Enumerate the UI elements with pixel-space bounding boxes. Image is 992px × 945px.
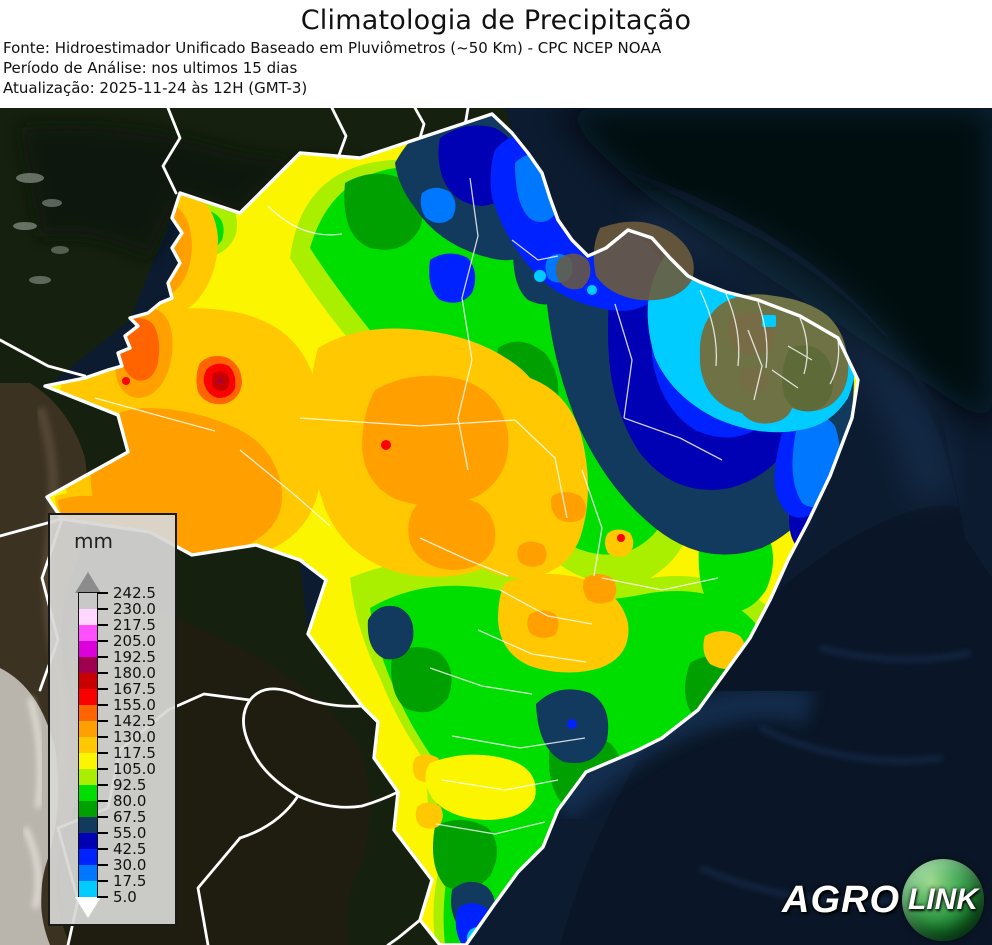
logo-text-link: LINK (908, 883, 978, 916)
legend-band (79, 689, 97, 705)
legend-tick-label: 17.5 (113, 872, 147, 890)
legend-tick (97, 896, 108, 898)
legend-band (79, 801, 97, 817)
legend-tick-label: 117.5 (113, 744, 156, 762)
legend-color-bands (78, 592, 98, 898)
legend-tick (97, 656, 108, 658)
legend-band (79, 609, 97, 625)
legend-band (79, 705, 97, 721)
legend-tick-label: 217.5 (113, 616, 156, 634)
legend-tick-label: 230.0 (113, 600, 156, 618)
legend-tick-label: 192.5 (113, 648, 156, 666)
legend-units-label: mm (74, 529, 113, 553)
page-title: Climatologia de Precipitação (300, 5, 692, 36)
legend-band (79, 833, 97, 849)
legend-tick (97, 816, 108, 818)
legend-band (79, 721, 97, 737)
legend-band (79, 865, 97, 881)
legend-tick-label: 30.0 (113, 856, 147, 874)
legend-tick (97, 736, 108, 738)
state-borders (94, 177, 840, 835)
brazil-border (43, 112, 860, 945)
header: Climatologia de Precipitação Fonte: Hidr… (0, 0, 992, 108)
legend-tick-label: 167.5 (113, 680, 156, 698)
legend-tick-label: 205.0 (113, 632, 156, 650)
legend-band (79, 769, 97, 785)
legend-tick (97, 688, 108, 690)
legend-tick (97, 800, 108, 802)
source-line: Fonte: Hidroestimador Unificado Baseado … (3, 39, 662, 57)
legend-band (79, 881, 97, 897)
legend-tick-label: 242.5 (113, 584, 156, 602)
legend-below-min-arrow (75, 897, 101, 918)
legend-tick (97, 720, 108, 722)
legend-tick (97, 880, 108, 882)
legend-tick-label: 142.5 (113, 712, 156, 730)
legend-band (79, 625, 97, 641)
legend-band (79, 753, 97, 769)
legend-tick-label: 80.0 (113, 792, 147, 810)
legend-band (79, 785, 97, 801)
colorbar-legend: mm 242.5 230.0 217.5 205.0 192.5 180.0 167.5 15… (48, 513, 177, 926)
legend-band (79, 817, 97, 833)
header-meta: Fonte: Hidroestimador Unificado Baseado … (3, 38, 661, 98)
map-area: mm 242.5 230.0 217.5 205.0 192.5 180.0 167.5 15… (0, 108, 992, 945)
legend-band (79, 849, 97, 865)
logo-text-agro: AGRO (782, 878, 900, 921)
legend-tick-label: 92.5 (113, 776, 147, 794)
legend-tick (97, 704, 108, 706)
legend-band (79, 673, 97, 689)
legend-tick (97, 768, 108, 770)
legend-band (79, 657, 97, 673)
legend-tick-label: 155.0 (113, 696, 156, 714)
legend-tick-label: 130.0 (113, 728, 156, 746)
legend-tick (97, 784, 108, 786)
logo-green-sphere-icon: LINK (902, 859, 984, 941)
updated-line: Atualização: 2025-11-24 às 12H (GMT-3) (3, 79, 308, 97)
legend-tick (97, 592, 108, 594)
legend-tick-label: 55.0 (113, 824, 147, 842)
precipitation-map (0, 108, 992, 945)
legend-band (79, 737, 97, 753)
agrolink-logo: AGRO LINK (782, 859, 984, 941)
legend-tick-label: 5.0 (113, 888, 137, 906)
legend-band (79, 641, 97, 657)
legend-tick-label: 180.0 (113, 664, 156, 682)
legend-tick (97, 608, 108, 610)
legend-tick (97, 848, 108, 850)
legend-tick (97, 640, 108, 642)
legend-tick (97, 864, 108, 866)
period-line: Período de Análise: nos ultimos 15 dias (3, 59, 298, 77)
legend-tick (97, 752, 108, 754)
legend-above-max-arrow (75, 572, 101, 593)
legend-tick (97, 672, 108, 674)
legend-tick-label: 42.5 (113, 840, 147, 858)
legend-tick (97, 624, 108, 626)
legend-tick-label: 105.0 (113, 760, 156, 778)
legend-band (79, 593, 97, 609)
legend-tick-label: 67.5 (113, 808, 147, 826)
legend-tick (97, 832, 108, 834)
